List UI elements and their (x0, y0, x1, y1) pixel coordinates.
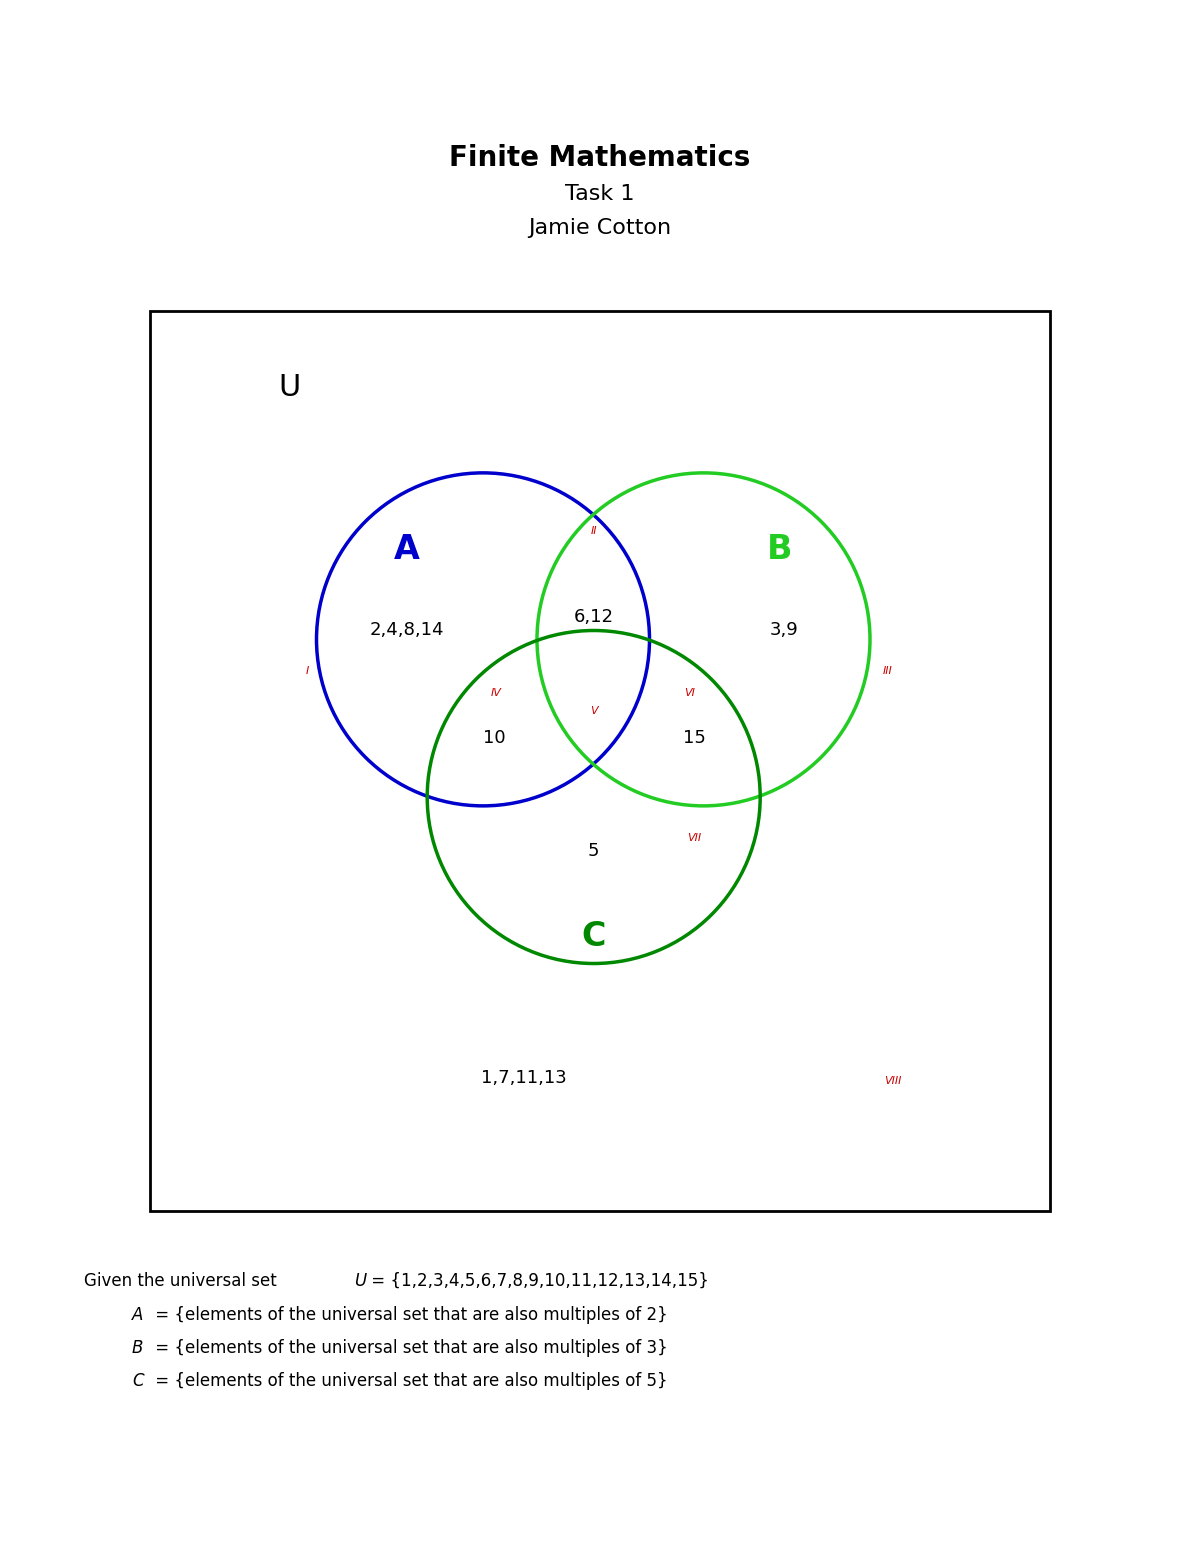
Text: B: B (132, 1339, 143, 1357)
Text: II: II (590, 526, 596, 536)
Text: B: B (767, 533, 793, 565)
Text: C: C (582, 919, 606, 954)
Text: 10: 10 (484, 730, 506, 747)
Text: U: U (354, 1272, 366, 1291)
Text: = {1,2,3,4,5,6,7,8,9,10,11,12,13,14,15}: = {1,2,3,4,5,6,7,8,9,10,11,12,13,14,15} (366, 1272, 709, 1291)
Text: IV: IV (491, 688, 502, 699)
Text: 3,9: 3,9 (770, 621, 799, 640)
Text: VII: VII (688, 832, 702, 843)
Text: VIII: VIII (884, 1076, 901, 1086)
Text: C: C (132, 1371, 144, 1390)
Text: 5: 5 (588, 842, 600, 860)
Text: Given the universal set: Given the universal set (84, 1272, 282, 1291)
Text: 2,4,8,14: 2,4,8,14 (370, 621, 444, 640)
Text: = {elements of the universal set that are also multiples of 5}: = {elements of the universal set that ar… (150, 1371, 667, 1390)
Text: V: V (590, 707, 598, 716)
Text: 15: 15 (683, 730, 706, 747)
Text: III: III (883, 666, 893, 676)
Text: Task 1: Task 1 (565, 185, 635, 203)
Text: 1,7,11,13: 1,7,11,13 (481, 1068, 566, 1087)
Text: = {elements of the universal set that are also multiples of 3}: = {elements of the universal set that ar… (150, 1339, 667, 1357)
Text: A: A (394, 533, 420, 565)
Text: = {elements of the universal set that are also multiples of 2}: = {elements of the universal set that ar… (150, 1306, 667, 1325)
Text: U: U (278, 373, 301, 402)
Text: 6,12: 6,12 (574, 607, 613, 626)
Text: Jamie Cotton: Jamie Cotton (528, 219, 672, 238)
Text: I: I (306, 666, 310, 676)
Text: Finite Mathematics: Finite Mathematics (449, 144, 751, 172)
Text: A: A (132, 1306, 143, 1325)
Text: VI: VI (684, 688, 696, 699)
